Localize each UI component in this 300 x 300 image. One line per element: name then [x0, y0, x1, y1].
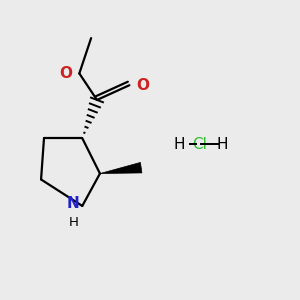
Text: O: O [60, 66, 73, 81]
Text: H: H [216, 136, 228, 152]
Text: H: H [68, 216, 78, 229]
Text: Cl: Cl [193, 136, 208, 152]
Text: H: H [174, 136, 185, 152]
Text: O: O [136, 78, 149, 93]
Text: N: N [67, 196, 80, 211]
Polygon shape [100, 162, 142, 174]
